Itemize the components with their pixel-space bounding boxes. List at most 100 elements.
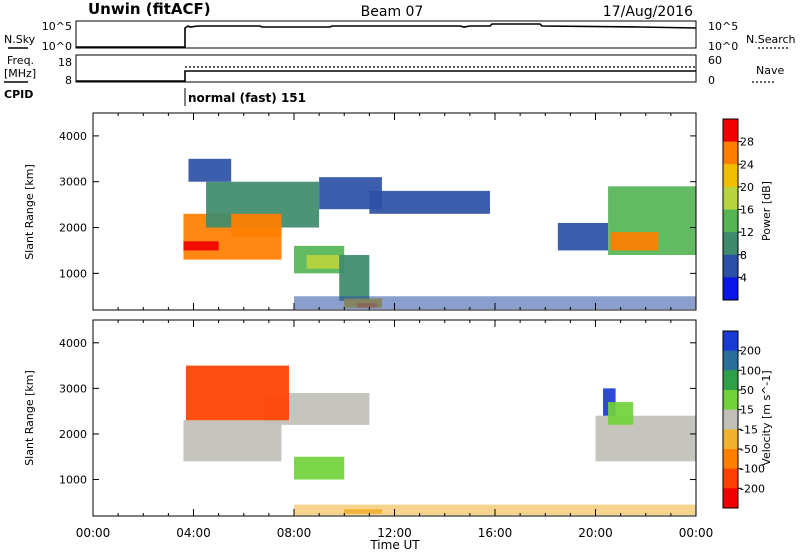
- nave-label: Nave: [756, 64, 784, 77]
- velocity-colorbar-segment: [723, 488, 738, 509]
- velocity-plot-area: [183, 365, 696, 516]
- power-ytick-label: 3000: [59, 176, 87, 189]
- time-axis-label: Time UT: [369, 538, 420, 552]
- power-ytick-label: 2000: [59, 222, 87, 235]
- power-colorbar-segment: [723, 141, 738, 165]
- power-data-region: [610, 232, 659, 251]
- freq-panel-frame: [75, 54, 697, 83]
- time-tick-label: 08:00: [277, 526, 312, 540]
- velocity-colorbar-tick-label: 50: [740, 384, 754, 397]
- velocity-data-region: [344, 509, 382, 514]
- nave-tick-bottom: 0: [708, 74, 715, 87]
- noise-panel: N.Sky 10^5 10^0 10^5 10^0 N.Search: [4, 20, 796, 53]
- freq-tick-top: 18: [58, 56, 72, 69]
- time-tick-label: 04:00: [176, 526, 211, 540]
- velocity-colorbar-segment: [723, 331, 738, 352]
- velocity-panel: 1000 2000 3000 4000 Slant Range [km] 200 100…: [23, 319, 773, 517]
- velocity-colorbar-tick-label: -200: [740, 482, 765, 495]
- power-colorbar-tick-label: 4: [740, 271, 747, 284]
- time-tick-label: 00:00: [679, 526, 714, 540]
- freq-panel: Freq. [MHz] 18 8 60 0 Nave: [4, 54, 784, 87]
- nsearch-label: N.Search: [746, 33, 796, 46]
- power-colorbar-tick-label: 24: [740, 158, 754, 171]
- power-colorbar-segment: [723, 254, 738, 278]
- nsky-trace: [76, 23, 697, 48]
- power-colorbar-tick-label: 20: [740, 181, 754, 194]
- date-title: 17/Aug/2016: [603, 4, 693, 20]
- velocity-ytick-label: 4000: [59, 337, 87, 350]
- power-panel: 1000 2000 3000 4000 Slant Range [km] 4 8 12 16…: [23, 112, 773, 311]
- power-data-region: [339, 255, 370, 301]
- cpid-value: normal (fast) 151: [188, 91, 306, 105]
- velocity-data-region: [608, 402, 634, 425]
- velocity-ytick-label: 1000: [59, 474, 87, 487]
- station-title: Unwin (fitACF): [88, 0, 211, 18]
- velocity-data-region: [185, 365, 289, 421]
- velocity-colorbar-tick-label: -15: [740, 423, 758, 436]
- time-tick-label: 20:00: [578, 526, 613, 540]
- power-colorbar-segment: [723, 119, 738, 143]
- beam-title: Beam 07: [361, 4, 424, 20]
- velocity-colorbar-segment: [723, 429, 738, 450]
- freq-label-2: [MHz]: [4, 67, 36, 80]
- power-data-region: [557, 222, 609, 251]
- time-tick-label: 00:00: [76, 526, 111, 540]
- power-colorbar-segment: [723, 186, 738, 210]
- power-ytick-label: 4000: [59, 130, 87, 143]
- velocity-colorbar-segment: [723, 409, 738, 430]
- velocity-colorbar-segment: [723, 449, 738, 470]
- cpid-label: CPID: [4, 88, 33, 101]
- velocity-colorbar-segment: [723, 370, 738, 391]
- freq-tick-bottom: 8: [65, 74, 72, 87]
- noise-tick-right-top: 10^5: [708, 20, 738, 33]
- noise-tick-left-top: 10^5: [42, 20, 72, 33]
- velocity-yticks: 1000 2000 3000 4000: [59, 320, 697, 516]
- velocity-data-region: [183, 420, 282, 462]
- velocity-colorbar-frame: [722, 330, 739, 509]
- velocity-colorbar-segment: [723, 468, 738, 489]
- power-data-region: [369, 190, 490, 214]
- velocity-cbar-label: Velocity [m s^-1]: [760, 370, 773, 465]
- power-ytick-label: 1000: [59, 267, 87, 280]
- power-data-region: [306, 255, 340, 269]
- power-colorbar-segment: [723, 164, 738, 188]
- nave-tick-top: 60: [708, 54, 722, 67]
- freq-label-1: Freq.: [7, 54, 34, 67]
- power-colorbar: 4 8 12 16 20 24 28: [722, 118, 754, 301]
- time-axis: 00:00 04:00 08:00 12:00 16:00 20:00 00:00: [76, 526, 714, 540]
- freq-trace: [76, 70, 696, 82]
- time-tick-label: 12:00: [377, 526, 412, 540]
- velocity-colorbar-segment: [723, 390, 738, 411]
- power-colorbar-tick-label: 16: [740, 204, 754, 217]
- power-data-region: [183, 241, 219, 251]
- velocity-ytick-label: 3000: [59, 382, 87, 395]
- power-colorbar-tick-label: 8: [740, 249, 747, 262]
- noise-tick-left-bottom: 10^0: [42, 40, 72, 53]
- velocity-colorbar-tick-label: 100: [740, 364, 761, 377]
- power-plot-area: [183, 158, 696, 310]
- velocity-colorbar: 200 100 50 15 -15 -50 -100 -200: [722, 330, 765, 509]
- noise-tick-right-bottom: 10^0: [708, 40, 738, 53]
- velocity-colorbar-tick-label: -100: [740, 463, 765, 476]
- nsky-label: N.Sky: [4, 33, 36, 46]
- power-ylabel: Slant Range [km]: [23, 164, 36, 260]
- velocity-colorbar-tick-label: 15: [740, 404, 754, 417]
- time-tick-label: 16:00: [478, 526, 513, 540]
- velocity-data-region: [294, 456, 345, 480]
- velocity-ytick-label: 2000: [59, 428, 87, 441]
- velocity-colorbar-tick-label: -50: [740, 443, 758, 456]
- power-colorbar-segment: [723, 277, 738, 301]
- velocity-colorbar-tick-label: 200: [740, 345, 761, 358]
- power-colorbar-segment: [723, 209, 738, 233]
- power-yticks: 1000 2000 3000 4000: [59, 113, 697, 310]
- noise-panel-frame: [75, 20, 697, 49]
- power-cbar-label: Power [dB]: [760, 181, 773, 241]
- power-colorbar-tick-label: 28: [740, 136, 754, 149]
- power-data-region: [231, 213, 282, 237]
- power-colorbar-segment: [723, 232, 738, 256]
- velocity-ylabel: Slant Range [km]: [23, 370, 36, 466]
- power-colorbar-tick-label: 12: [740, 226, 754, 239]
- power-data-region: [188, 158, 232, 182]
- velocity-colorbar-segment: [723, 350, 738, 371]
